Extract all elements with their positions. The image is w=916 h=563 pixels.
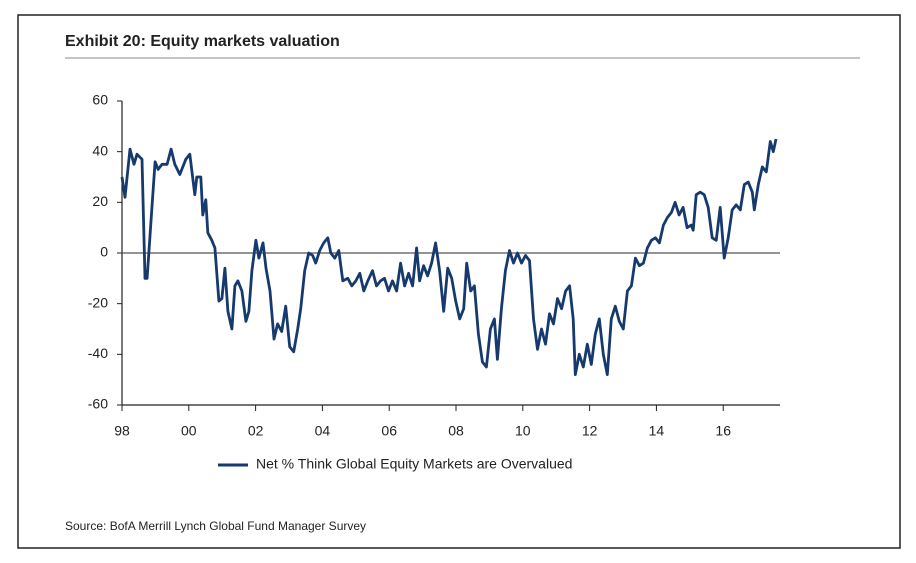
- source: Source: BofA Merrill Lynch Global Fund M…: [65, 519, 366, 533]
- x-tick-label: 08: [448, 423, 464, 439]
- y-tick-label: -20: [88, 294, 108, 310]
- x-tick-label: 98: [114, 423, 130, 439]
- x-tick-label: 02: [248, 423, 264, 439]
- x-tick-label: 14: [649, 423, 665, 439]
- chart-title: Exhibit 20: Equity markets valuation: [65, 33, 340, 50]
- x-tick-label: 00: [181, 423, 197, 439]
- x-tick-label: 16: [715, 423, 731, 439]
- y-tick-label: 60: [92, 92, 108, 108]
- x-tick-label: 04: [315, 423, 331, 439]
- frame: [17, 14, 901, 549]
- x-tick-label: 06: [381, 423, 397, 439]
- x-tick-label: 10: [515, 423, 531, 439]
- y-tick-label: 20: [92, 193, 108, 209]
- x-tick-label: 12: [582, 423, 598, 439]
- y-tick-label: -60: [88, 396, 108, 412]
- y-tick-label: 40: [92, 142, 108, 158]
- legend-label: Net % Think Global Equity Markets are Ov…: [256, 456, 572, 472]
- y-tick-label: 0: [100, 244, 108, 260]
- y-tick-label: -40: [88, 345, 108, 361]
- series-line: [120, 138, 778, 376]
